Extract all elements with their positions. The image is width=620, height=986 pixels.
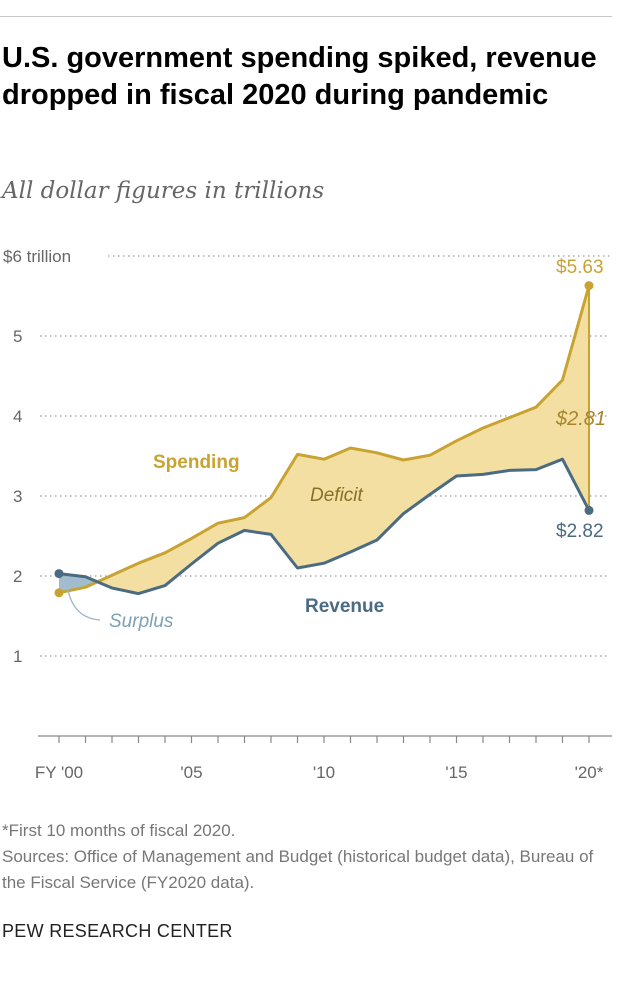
deficit-area [97,285,590,594]
chart-title: U.S. government spending spiked, revenue… [2,42,597,111]
revenue-end-label: $2.82 [556,521,604,542]
source-note: Sources: Office of Management and Budget… [2,847,594,892]
chart-subtitle: All dollar figures in trillions [2,178,325,204]
revenue-end-point [584,505,594,515]
y-tick-label-3: 3 [13,487,22,506]
series-lines [58,285,591,596]
x-tick-label-2020: '20* [575,763,604,782]
deficit-end-label: $2.81 [555,408,606,430]
line-chart: $6 trillion 5 4 3 2 1 FY '00 '05 '10 '15 '20* Spe… [3,247,612,782]
brand-logo-text: PEW RESEARCH CENTER [2,921,233,941]
deficit-label: Deficit [310,485,364,506]
x-axis: FY '00 '05 '10 '15 '20* [35,735,612,782]
spending-label: Spending [153,452,240,473]
top-rule [0,16,612,17]
footnote: *First 10 months of fiscal 2020. [2,821,236,840]
y-tick-label-1: 1 [13,647,22,666]
x-tick-label-2015: '15 [445,763,467,782]
y-tick-label-2: 2 [13,567,22,586]
x-tick-label-2000: FY '00 [35,763,83,782]
chart-areas [59,285,590,594]
spending-line [58,285,591,595]
chart-labels: Spending Revenue Deficit $5.63 $2.81 $2.82 Sur… [67,257,606,632]
surplus-leader-line [67,589,101,621]
y-tick-label-6: $6 trillion [3,247,71,266]
y-tick-label-4: 4 [13,407,22,426]
revenue-start-point [54,569,64,579]
revenue-line [58,457,591,596]
x-tick-label-2005: '05 [180,763,202,782]
revenue-label: Revenue [305,596,384,617]
end-points [54,281,594,598]
spending-end-label: $5.63 [556,257,604,278]
spending-start-point [54,588,64,598]
surplus-label: Surplus [109,611,174,632]
spending-end-point [584,281,594,291]
x-tick-label-2010: '10 [313,763,335,782]
y-tick-label-5: 5 [13,327,22,346]
